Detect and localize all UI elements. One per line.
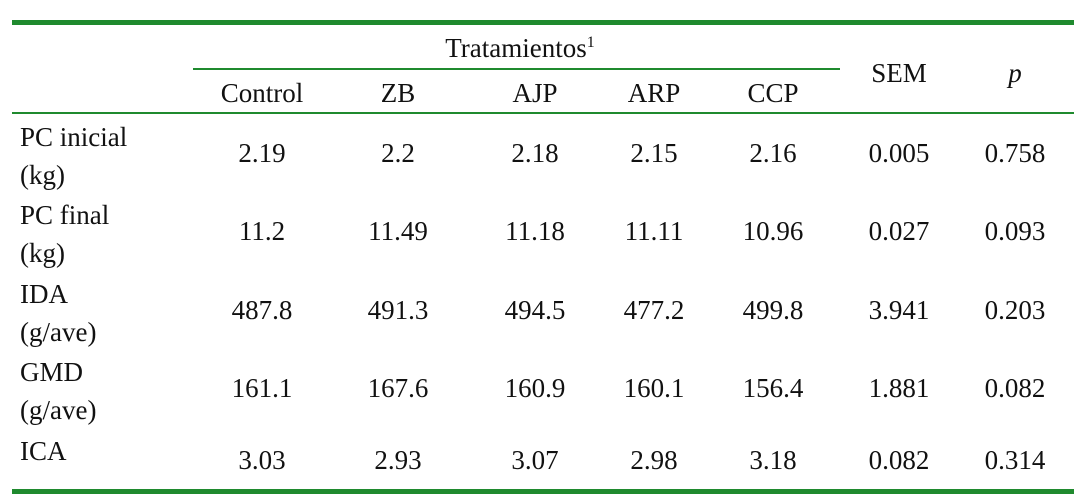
sem-cell: 1.881 <box>868 373 930 403</box>
table-cell: 3.03 <box>238 445 286 475</box>
p-value-cell: 0.082 <box>984 373 1046 403</box>
table-cell: 2.98 <box>630 445 678 475</box>
table-cell: 2.93 <box>374 445 422 475</box>
table-cell: 11.11 <box>624 216 684 246</box>
bottom-rule <box>12 489 1074 494</box>
p-value-cell: 0.203 <box>984 295 1046 325</box>
table-cell: 2.15 <box>630 138 678 168</box>
row-label-line1: GMD <box>20 357 84 387</box>
row-label-line2: (g/ave) <box>20 395 97 425</box>
table-cell: 11.2 <box>238 216 286 246</box>
table-cell: 494.5 <box>504 295 566 325</box>
table-cell: 161.1 <box>231 373 293 403</box>
table-cell: 2.16 <box>749 138 797 168</box>
row-label-line2: (kg) <box>20 160 65 190</box>
column-header-arp: ARP <box>627 78 681 108</box>
table-cell: 2.18 <box>511 138 559 168</box>
table-cell: 499.8 <box>742 295 804 325</box>
sem-cell: 0.005 <box>868 138 930 168</box>
row-label-line2: (kg) <box>20 238 65 268</box>
table-cell: 487.8 <box>231 295 293 325</box>
p-value-cell: 0.758 <box>984 138 1046 168</box>
column-header-zb: ZB <box>380 78 416 108</box>
table-cell: 11.49 <box>368 216 428 246</box>
table-cell: 2.19 <box>238 138 286 168</box>
treatments-underline <box>193 68 840 70</box>
row-label: PC inicial (kg) <box>20 118 127 194</box>
table-cell: 3.18 <box>749 445 797 475</box>
table-cell: 167.6 <box>367 373 429 403</box>
row-label-line1: PC inicial <box>20 122 128 152</box>
p-value-cell: 0.314 <box>984 445 1046 475</box>
header-rule <box>12 112 1074 114</box>
table-cell: 491.3 <box>367 295 429 325</box>
table-cell: 477.2 <box>623 295 685 325</box>
table-cell: 156.4 <box>742 373 804 403</box>
table-cell: 11.18 <box>505 216 565 246</box>
row-label: ICA <box>20 432 67 470</box>
row-label: GMD (g/ave) <box>20 353 96 429</box>
column-header-p: p <box>1008 58 1022 88</box>
table-cell: 160.9 <box>504 373 566 403</box>
row-label-line1: ICA <box>20 436 67 466</box>
sem-cell: 0.027 <box>868 216 930 246</box>
row-label-line2: (g/ave) <box>20 317 97 347</box>
p-value-cell: 0.093 <box>984 216 1046 246</box>
column-header-ajp: AJP <box>512 78 558 108</box>
treatments-header: Tratamientos1 <box>445 33 595 63</box>
table-cell: 160.1 <box>623 373 685 403</box>
table-cell: 10.96 <box>742 216 804 246</box>
top-rule <box>12 20 1074 25</box>
row-label: PC final (kg) <box>20 196 109 272</box>
table-cell: 3.07 <box>511 445 559 475</box>
column-header-ccp: CCP <box>747 78 799 108</box>
column-header-sem: SEM <box>871 58 927 88</box>
sem-cell: 0.082 <box>868 445 930 475</box>
row-label-line1: PC final <box>20 200 110 230</box>
row-label-line1: IDA <box>20 279 68 309</box>
footnote-marker: 1 <box>586 34 595 51</box>
row-label: IDA (g/ave) <box>20 275 96 351</box>
column-header-control: Control <box>220 78 304 108</box>
sem-cell: 3.941 <box>868 295 930 325</box>
table-cell: 2.2 <box>381 138 415 168</box>
